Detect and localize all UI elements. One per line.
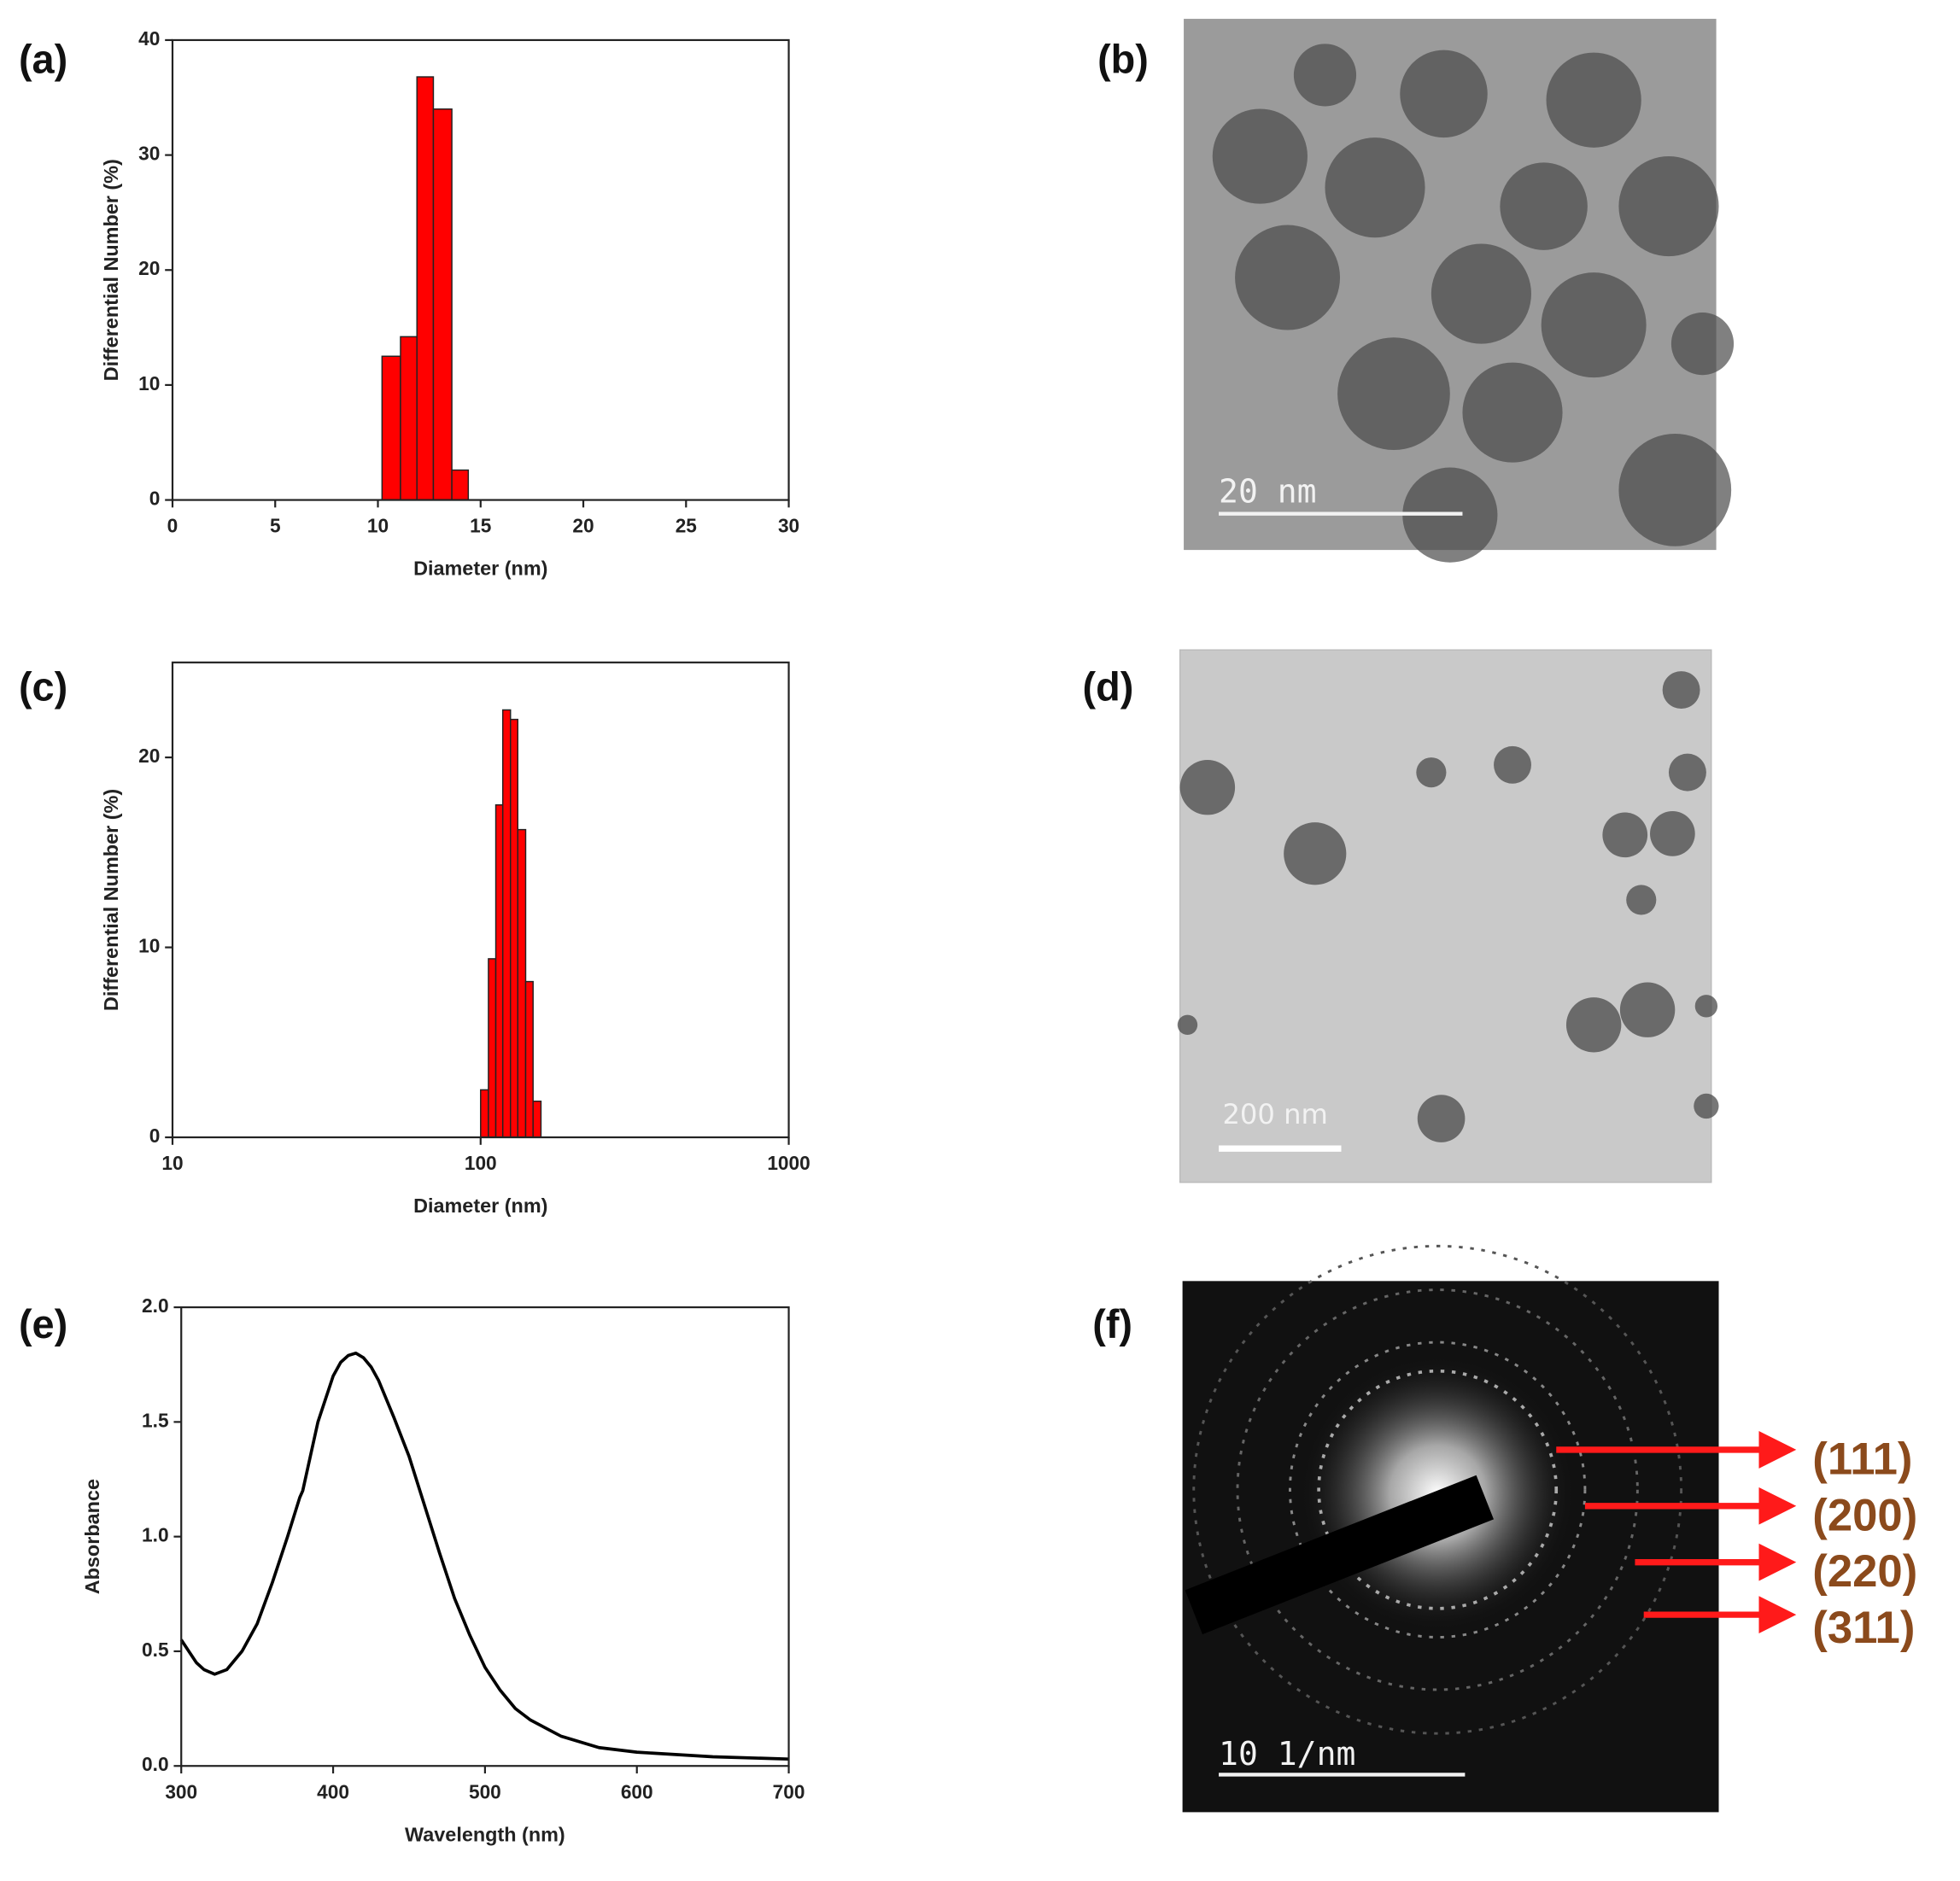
x-tick-label: 20 (572, 515, 594, 537)
x-tick-label: 400 (317, 1780, 349, 1802)
bar (381, 355, 401, 501)
bar (517, 828, 527, 1138)
x-tick-label: 100 (465, 1152, 497, 1174)
x-tick-label: 25 (676, 515, 697, 537)
panel-label: (e) (19, 1302, 67, 1346)
x-tick-label: 30 (778, 515, 799, 537)
panel-label: (c) (19, 664, 67, 709)
nanoparticles (1212, 44, 1735, 563)
tem-image-d: 200 nm (1177, 649, 1719, 1183)
diffraction-image-f: 10 1/nm (1182, 1244, 1719, 1813)
y-tick-label: 1.0 (142, 1524, 169, 1546)
hkl-label: (311) (1812, 1603, 1915, 1653)
x-tick-label: 5 (270, 515, 281, 537)
x-tick-label: 1000 (767, 1152, 810, 1174)
bar (480, 1089, 489, 1138)
plot-frame (171, 661, 790, 1139)
tem-image-b: 20 nm (1184, 19, 1735, 563)
image-background (1179, 649, 1712, 1183)
x-tick-label: 15 (470, 515, 491, 537)
y-tick-label: 0 (149, 488, 161, 510)
scale-bar-label: 10 1/nm (1219, 1735, 1355, 1773)
plot-frame (180, 1306, 790, 1767)
y-tick-label: 0.0 (142, 1753, 169, 1775)
bar (524, 980, 534, 1138)
y-tick-label: 0 (149, 1125, 161, 1147)
y-tick-label: 40 (138, 27, 160, 50)
panel-label: (b) (1097, 38, 1149, 82)
x-tick-label: 10 (161, 1152, 183, 1174)
beam-stop (1185, 1475, 1495, 1635)
bar (451, 469, 470, 501)
arrows (1556, 1430, 1797, 1634)
x-axis-title: Wavelength (nm) (405, 1823, 565, 1845)
panel-label: (a) (19, 38, 67, 82)
hkl-label: (111) (1812, 1434, 1912, 1484)
y-tick-label: 20 (138, 745, 160, 767)
y-tick-label: 30 (138, 143, 160, 165)
bar (432, 108, 453, 501)
nanoparticle-clusters (1177, 671, 1719, 1142)
y-axis-title: Differential Number (%) (100, 159, 122, 381)
x-tick-label: 300 (165, 1780, 197, 1802)
y-axis-title: Differential Number (%) (100, 789, 122, 1011)
panel-label: (f) (1092, 1302, 1132, 1346)
panel-label: (d) (1083, 664, 1134, 709)
x-tick-label: 10 (367, 515, 389, 537)
hkl-label: (220) (1812, 1546, 1917, 1597)
bar (416, 76, 435, 501)
y-tick-label: 20 (138, 257, 160, 279)
plot-frame (171, 38, 790, 501)
scale-bar-label: 20 nm (1219, 473, 1317, 511)
y-axis-title: Absorbance (81, 1479, 103, 1594)
x-tick-label: 0 (167, 515, 178, 537)
scale-bar-label: 200 nm (1222, 1098, 1327, 1130)
x-axis-title: Diameter (nm) (413, 558, 547, 580)
x-axis-title: Diameter (nm) (413, 1195, 547, 1217)
y-tick-label: 2.0 (142, 1294, 169, 1317)
bar (532, 1101, 542, 1138)
y-tick-label: 10 (138, 935, 160, 957)
bar (510, 718, 519, 1138)
hkl-label: (200) (1812, 1490, 1917, 1540)
y-tick-label: 1.5 (142, 1409, 169, 1431)
bar (488, 958, 497, 1138)
diffraction-rings (1192, 1244, 1683, 1735)
bar (400, 336, 418, 501)
y-tick-label: 0.5 (142, 1639, 169, 1661)
x-tick-label: 600 (621, 1780, 653, 1802)
x-tick-label: 500 (469, 1780, 501, 1802)
line (179, 1351, 789, 1761)
bar (494, 803, 504, 1138)
bar (501, 709, 512, 1138)
y-tick-label: 10 (138, 372, 160, 394)
x-tick-label: 700 (773, 1780, 805, 1802)
